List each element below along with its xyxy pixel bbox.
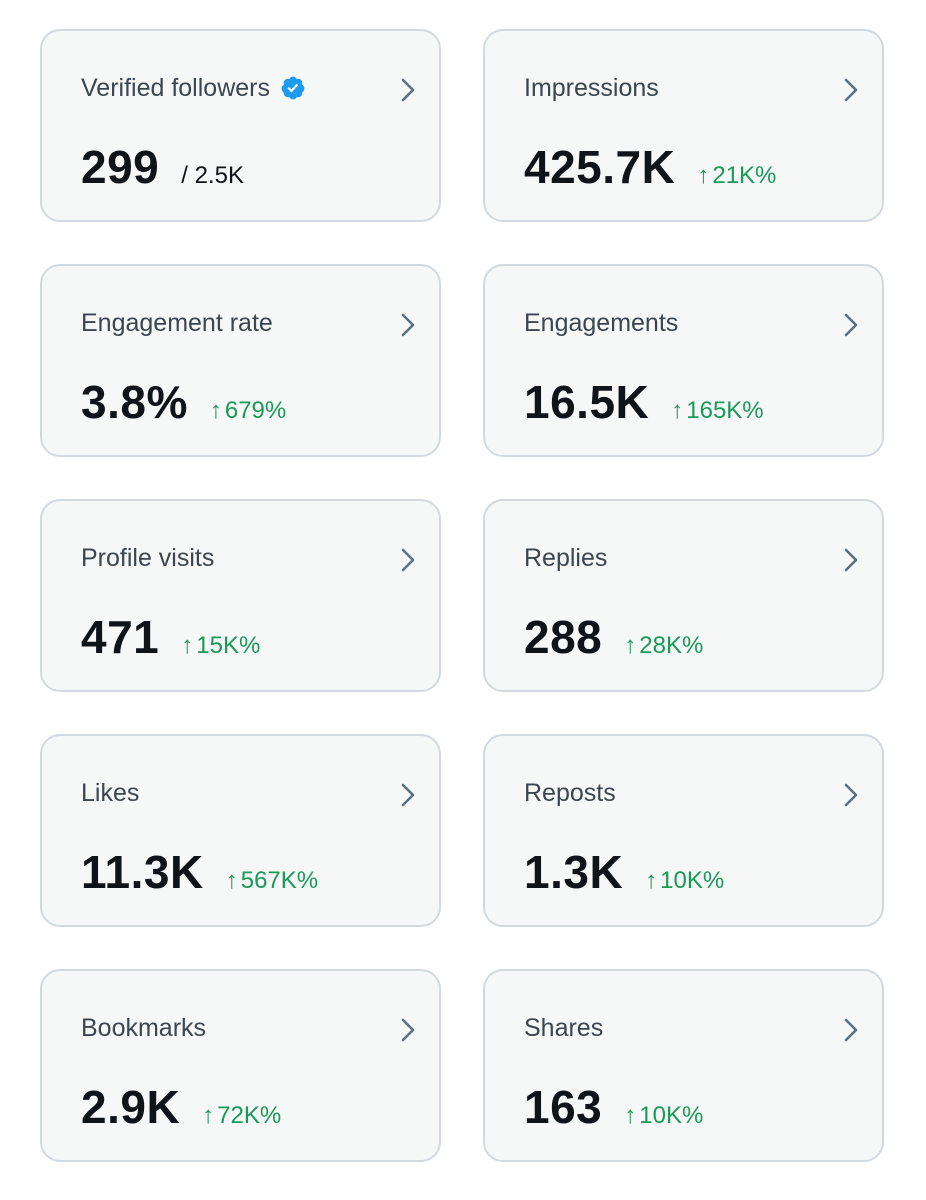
arrow-up-icon: ↑ <box>202 1102 215 1129</box>
arrow-up-icon: ↑ <box>225 867 238 894</box>
metric-value-row: 299 / 2.5K <box>81 141 244 193</box>
metric-label-text: Verified followers <box>81 74 270 102</box>
metric-card-shares[interactable]: Shares 163 ↑ 10K% <box>483 969 884 1162</box>
chevron-right-icon <box>401 78 415 102</box>
verified-badge-icon <box>281 76 305 100</box>
metric-value-row: 425.7K ↑ 21K% <box>524 141 776 193</box>
metric-label: Profile visits <box>81 544 215 572</box>
chevron-right-icon <box>401 313 415 337</box>
metric-change: ↑ 10K% <box>645 867 724 895</box>
metric-label: Verified followers <box>81 73 306 103</box>
chevron-right-icon <box>844 548 858 572</box>
metric-value-row: 3.8% ↑ 679% <box>81 376 286 428</box>
arrow-up-icon: ↑ <box>624 632 637 659</box>
metric-label: Engagements <box>524 309 679 337</box>
metric-value: 299 <box>81 141 160 193</box>
arrow-up-icon: ↑ <box>697 162 710 189</box>
metric-value-row: 2.9K ↑ 72K% <box>81 1081 281 1133</box>
chevron-right-icon <box>401 1018 415 1042</box>
metric-value-row: 163 ↑ 10K% <box>524 1081 703 1133</box>
metric-value-row: 1.3K ↑ 10K% <box>524 846 724 898</box>
metric-value: 471 <box>81 611 160 663</box>
metric-change-value: 10K% <box>639 1102 704 1129</box>
metric-label: Reposts <box>524 779 616 807</box>
chevron-right-icon <box>844 1018 858 1042</box>
metric-change: ↑ 21K% <box>697 162 776 190</box>
metric-change-value: 567K% <box>240 867 319 894</box>
metric-card-replies[interactable]: Replies 288 ↑ 28K% <box>483 499 884 692</box>
metric-value: 3.8% <box>81 376 188 428</box>
metric-total: / 2.5K <box>181 162 244 189</box>
metric-change-value: 28K% <box>639 632 704 659</box>
metric-label: Likes <box>81 779 140 807</box>
metric-card-engagements[interactable]: Engagements 16.5K ↑ 165K% <box>483 264 884 457</box>
metric-card-verified-followers[interactable]: Verified followers 299 / 2.5K <box>40 29 441 222</box>
metric-value: 2.9K <box>81 1081 181 1133</box>
arrow-up-icon: ↑ <box>209 397 222 424</box>
metric-change: ↑ 72K% <box>202 1102 281 1130</box>
metric-change-value: 10K% <box>660 867 725 894</box>
metric-value-row: 471 ↑ 15K% <box>81 611 260 663</box>
chevron-right-icon <box>401 783 415 807</box>
metric-change: ↑ 10K% <box>624 1102 703 1130</box>
chevron-right-icon <box>844 313 858 337</box>
chevron-right-icon <box>844 78 858 102</box>
metric-value: 16.5K <box>524 376 650 428</box>
metric-value: 288 <box>524 611 603 663</box>
metric-change-value: 679% <box>224 397 287 424</box>
chevron-right-icon <box>401 548 415 572</box>
metric-value-row: 11.3K ↑ 567K% <box>81 846 318 898</box>
arrow-up-icon: ↑ <box>181 632 194 659</box>
metric-value-row: 288 ↑ 28K% <box>524 611 703 663</box>
arrow-up-icon: ↑ <box>624 1102 637 1129</box>
metric-change: ↑ 679% <box>210 397 286 425</box>
metric-value: 1.3K <box>524 846 624 898</box>
metric-change-value: 15K% <box>196 632 261 659</box>
arrow-up-icon: ↑ <box>671 397 684 424</box>
metric-value-row: 16.5K ↑ 165K% <box>524 376 764 428</box>
metric-card-profile-visits[interactable]: Profile visits 471 ↑ 15K% <box>40 499 441 692</box>
metric-value: 425.7K <box>524 141 676 193</box>
metric-card-impressions[interactable]: Impressions 425.7K ↑ 21K% <box>483 29 884 222</box>
metric-value: 11.3K <box>81 846 204 898</box>
metric-label: Shares <box>524 1014 604 1042</box>
metric-change-value: 72K% <box>217 1102 282 1129</box>
metric-value: 163 <box>524 1081 603 1133</box>
metric-card-bookmarks[interactable]: Bookmarks 2.9K ↑ 72K% <box>40 969 441 1162</box>
metric-label: Replies <box>524 544 608 572</box>
metric-card-reposts[interactable]: Reposts 1.3K ↑ 10K% <box>483 734 884 927</box>
metric-change-value: 21K% <box>712 162 777 189</box>
metric-change: ↑ 28K% <box>624 632 703 660</box>
metric-change-value: 165K% <box>686 397 764 424</box>
metric-change: ↑ 165K% <box>671 397 763 425</box>
metric-label: Engagement rate <box>81 309 273 337</box>
metric-label: Impressions <box>524 74 659 102</box>
metric-card-engagement-rate[interactable]: Engagement rate 3.8% ↑ 679% <box>40 264 441 457</box>
metric-label: Bookmarks <box>81 1014 207 1042</box>
metric-change: ↑ 567K% <box>226 867 318 895</box>
metric-card-likes[interactable]: Likes 11.3K ↑ 567K% <box>40 734 441 927</box>
chevron-right-icon <box>844 783 858 807</box>
metric-change: ↑ 15K% <box>181 632 260 660</box>
arrow-up-icon: ↑ <box>645 867 658 894</box>
